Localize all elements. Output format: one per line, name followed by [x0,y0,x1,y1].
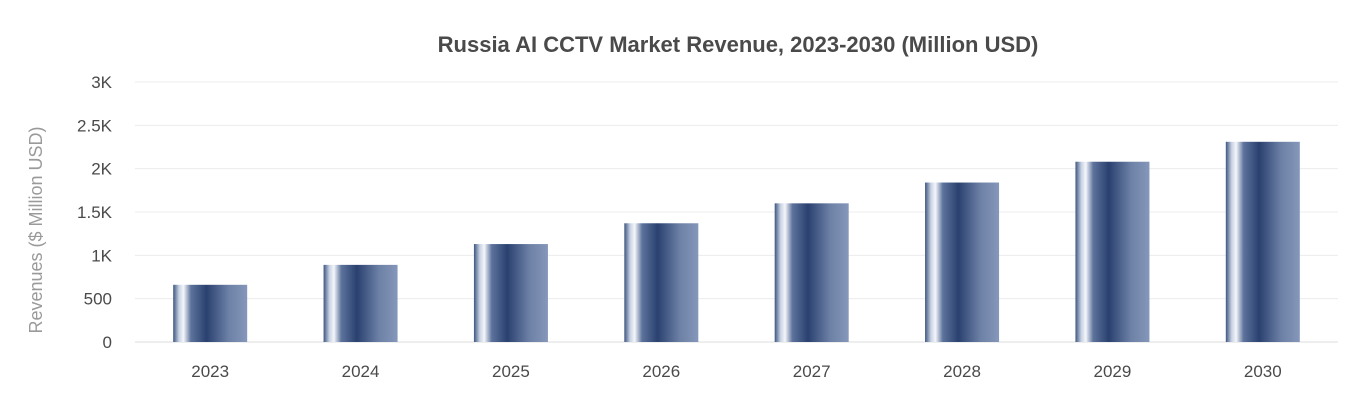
bar-2028 [925,182,1000,342]
y-axis-title: Revenues ($ Million USD) [26,126,46,333]
bar-2026 [624,223,699,342]
y-tick-label: 2.5K [77,116,113,135]
bars [173,141,1300,342]
bar-2023 [173,284,248,342]
grid-lines [135,81,1338,343]
bar-2027 [774,203,849,342]
bar-2030 [1225,141,1300,342]
y-tick-label: 3K [91,73,112,92]
x-tick-label: 2027 [793,362,831,381]
x-tick-label: 2024 [342,362,380,381]
y-tick-label: 500 [84,290,112,309]
y-tick-label: 1.5K [77,203,113,222]
bar-2025 [473,244,548,342]
bar-2029 [1075,161,1150,342]
y-tick-label: 0 [103,333,112,352]
x-tick-label: 2029 [1094,362,1132,381]
chart-title: Russia AI CCTV Market Revenue, 2023-2030… [438,32,1039,57]
x-tick-label: 2025 [492,362,530,381]
y-tick-label: 1K [91,246,112,265]
x-axis-ticks: 2023 2024 2025 2026 2027 2028 2029 2030 [191,362,1281,381]
bar-2024 [323,264,398,342]
x-tick-label: 2026 [642,362,680,381]
x-tick-label: 2030 [1244,362,1282,381]
y-axis-ticks: 0 500 1K 1.5K 2K 2.5K 3K [77,73,113,352]
y-tick-label: 2K [91,160,112,179]
x-tick-label: 2028 [943,362,981,381]
x-tick-label: 2023 [191,362,229,381]
